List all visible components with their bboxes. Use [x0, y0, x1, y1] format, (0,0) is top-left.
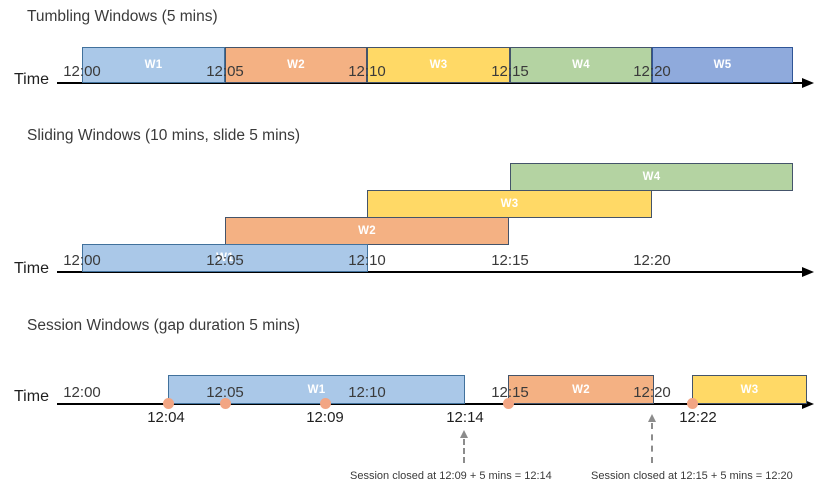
session-closed-annotation-2: Session closed at 12:15 + 5 mins = 12:20	[591, 470, 793, 482]
tumbling-time-axis-label: Time	[14, 71, 49, 88]
tumbling-tick-1220: 12:20	[633, 63, 671, 80]
window-label: W4	[642, 171, 661, 183]
event-label-1209: 12:09	[306, 409, 344, 426]
event-dot-1222	[687, 398, 698, 409]
callout-dashed-line	[651, 423, 653, 463]
session-window-w1: W1	[168, 375, 465, 404]
session-time-axis	[57, 403, 803, 405]
window-label: W5	[713, 59, 732, 71]
session-tick-1210: 12:10	[348, 384, 386, 401]
window-label: W2	[358, 225, 376, 237]
sliding-tick-1200: 12:00	[63, 252, 101, 269]
session-title: Session Windows (gap duration 5 mins)	[27, 317, 301, 334]
sliding-title: Sliding Windows (10 mins, slide 5 mins)	[27, 127, 301, 144]
event-dot-1215	[503, 398, 514, 409]
window-label: W3	[500, 198, 519, 210]
tumbling-window-w2: W2	[225, 47, 367, 83]
callout-dashed-line	[463, 439, 465, 463]
tumbling-tick-1205: 12:05	[206, 63, 244, 80]
tumbling-window-w5: W5	[652, 47, 793, 83]
event-label-1204: 12:04	[147, 409, 185, 426]
callout-arrow-up-icon	[648, 414, 656, 422]
window-label: W2	[287, 59, 305, 71]
event-label-1214: 12:14	[446, 409, 484, 426]
session-tick-1220: 12:20	[633, 384, 671, 401]
tumbling-axis-arrowhead-icon	[802, 78, 814, 88]
sliding-window-w2: W2	[225, 217, 509, 245]
event-dot-1209	[320, 398, 331, 409]
session-time-axis-label: Time	[14, 388, 49, 405]
tumbling-tick-1210: 12:10	[348, 63, 386, 80]
tumbling-window-w1: W1	[82, 47, 225, 83]
session-tick-1200: 12:00	[63, 384, 101, 401]
sliding-window-w3: W3	[367, 190, 652, 218]
sliding-tick-1205: 12:05	[206, 252, 244, 269]
tumbling-tick-1200: 12:00	[63, 63, 101, 80]
session-axis-arrowhead-icon	[802, 399, 814, 409]
session-tick-1205: 12:05	[206, 384, 244, 401]
session-closed-annotation-1: Session closed at 12:09 + 5 mins = 12:14	[350, 470, 552, 482]
sliding-window-w4: W4	[510, 163, 793, 191]
sliding-time-axis	[57, 271, 803, 273]
sliding-axis-arrowhead-icon	[802, 267, 814, 277]
window-label: W1	[216, 252, 234, 264]
event-dot-1204	[163, 398, 174, 409]
event-label-1222: 12:22	[679, 409, 717, 426]
sliding-tick-1215: 12:15	[491, 252, 529, 269]
tumbling-window-w3: W3	[367, 47, 510, 83]
session-window-w2: W2	[508, 375, 654, 404]
session-tick-1215: 12:15	[491, 384, 529, 401]
callout-arrow-up-icon	[460, 430, 468, 438]
window-label: W3	[740, 383, 759, 396]
session-window-w3: W3	[692, 375, 807, 404]
sliding-window-w1: W1	[82, 244, 368, 272]
tumbling-tick-1215: 12:15	[491, 63, 529, 80]
tumbling-time-axis	[57, 82, 803, 84]
window-label: W1	[144, 59, 163, 71]
window-label: W1	[307, 383, 326, 396]
event-dot-1205	[220, 398, 231, 409]
tumbling-title: Tumbling Windows (5 mins)	[27, 8, 218, 25]
sliding-tick-1210: 12:10	[348, 252, 386, 269]
window-label: W2	[572, 383, 590, 396]
window-label: W3	[429, 59, 448, 71]
window-label: W4	[572, 59, 590, 71]
sliding-time-axis-label: Time	[14, 260, 49, 277]
sliding-tick-1220: 12:20	[633, 252, 671, 269]
tumbling-window-w4: W4	[510, 47, 652, 83]
